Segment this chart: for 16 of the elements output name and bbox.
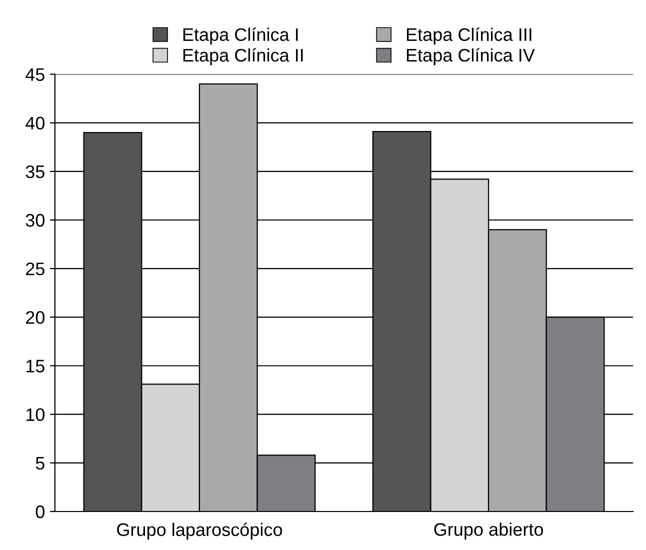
legend-label: Etapa Clínica III — [406, 28, 532, 45]
legend-label: Etapa Clínica IV — [406, 48, 535, 66]
y-tick-label: 25 — [26, 262, 44, 276]
y-tick-label: 10 — [26, 408, 44, 422]
legend-label: Etapa Clínica I — [183, 28, 298, 45]
y-tick-label: 0 — [36, 505, 44, 518]
x-tick-label: Grupo abierto — [434, 522, 543, 540]
y-tick-label: 30 — [26, 214, 44, 227]
y-tick-label: 15 — [26, 360, 44, 372]
y-tick-label: 35 — [26, 165, 44, 178]
x-tick-label: Grupo laparoscópico — [117, 522, 282, 540]
y-tick-label: 5 — [36, 457, 44, 470]
y-tick-label: 45 — [26, 68, 44, 81]
y-tick-label: 20 — [26, 311, 44, 324]
legend-label: Etapa Clínica II — [183, 48, 303, 66]
y-tick-label: 40 — [26, 116, 44, 130]
